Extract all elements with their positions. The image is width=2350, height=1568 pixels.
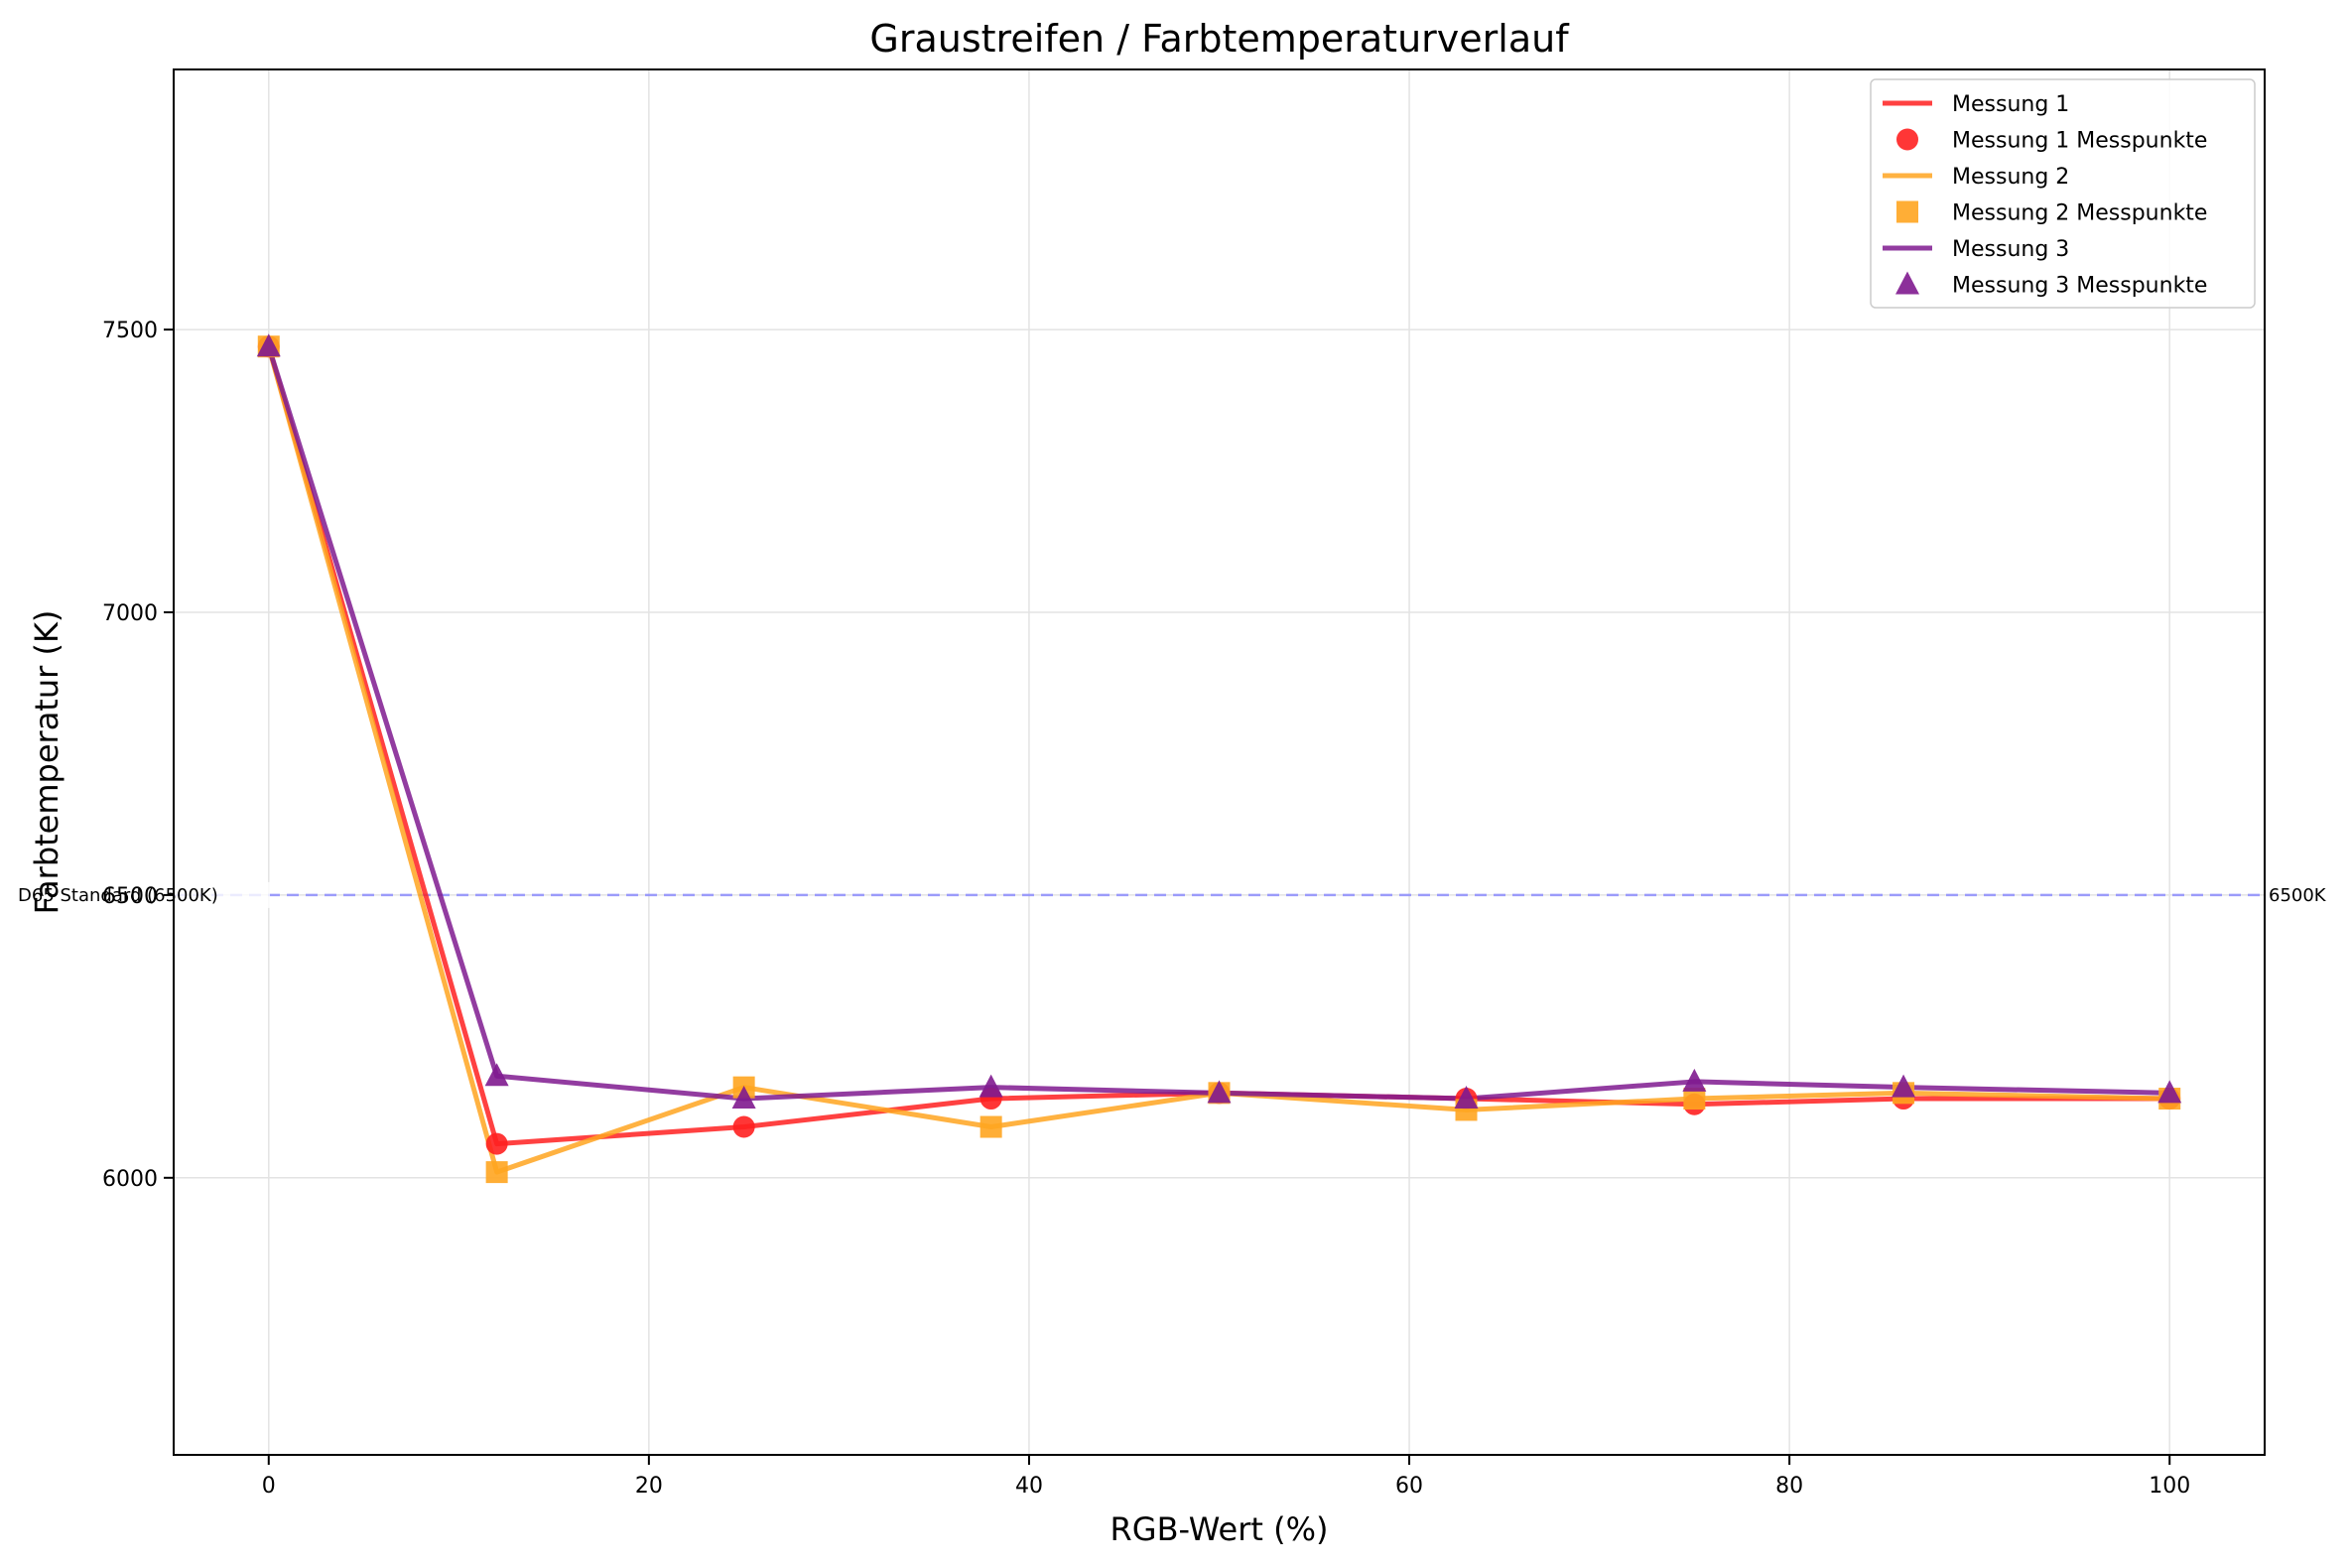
data-point-series-3 <box>2157 1080 2182 1104</box>
data-point-series-3 <box>731 1086 756 1110</box>
series-markers <box>256 333 2182 1184</box>
legend-label-series-3: Messung 3 <box>1952 237 2069 262</box>
y-axis-label: Farbtemperatur (K) <box>28 610 65 915</box>
legend-label-markers-2: Messung 2 Messpunkte <box>1952 201 2207 226</box>
data-point-series-1 <box>485 1132 508 1155</box>
data-point-series-3 <box>1892 1074 1916 1098</box>
x-axis-label: RGB-Wert (%) <box>1110 1510 1329 1548</box>
reference-label-left-background <box>14 881 270 908</box>
legend-label-markers-3: Messung 3 Messpunkte <box>1952 274 2207 299</box>
reference-label-right: 6500K <box>2269 885 2327 906</box>
data-point-series-2 <box>1683 1088 1706 1111</box>
x-tick-label: 60 <box>1395 1474 1423 1499</box>
legend-frame <box>1870 78 2256 309</box>
x-tick-label: 40 <box>1015 1474 1043 1499</box>
legend: Messung 1 Messung 1 Messpunkte Messung 2 Me… <box>1870 78 2256 309</box>
x-tick-label: 0 <box>262 1474 276 1499</box>
data-point-series-3 <box>1454 1086 1479 1110</box>
y-tick-label: 6000 <box>102 1167 158 1192</box>
data-point-series-3 <box>1682 1068 1707 1092</box>
data-point-series-2 <box>979 1115 1002 1138</box>
reference-label-right-background <box>2267 881 2348 908</box>
x-tick-label: 20 <box>635 1474 663 1499</box>
reference-line-group: D65 Standard (6500K) 6500K <box>14 881 2348 908</box>
y-tick-label: 7500 <box>102 319 158 343</box>
x-tick-label: 100 <box>2149 1474 2190 1499</box>
data-point-series-3 <box>484 1063 509 1087</box>
reference-label-left: D65 Standard (6500K) <box>18 885 218 906</box>
data-point-series-2 <box>485 1161 508 1184</box>
plot-frame <box>173 68 2266 1456</box>
legend-marker-swatch-3 <box>1895 271 1919 295</box>
legend-label-series-2: Messung 2 <box>1952 165 2069 190</box>
data-point-series-1 <box>732 1115 755 1138</box>
y-tick-label: 6500 <box>102 884 158 909</box>
y-tick-label: 7000 <box>102 601 158 626</box>
legend-marker-swatch-1 <box>1896 128 1918 151</box>
chart-title: Graustreifen / Farbtemperaturverlauf <box>869 17 1570 61</box>
x-tick-label: 80 <box>1775 1474 1803 1499</box>
data-point-series-3 <box>979 1074 1003 1098</box>
data-point-series-3 <box>1207 1080 1232 1104</box>
data-point-series-3 <box>256 333 281 357</box>
x-axis-ticks: 0 20 40 60 80 100 <box>262 1455 2190 1499</box>
legend-marker-swatch-2 <box>1896 200 1918 223</box>
legend-label-markers-1: Messung 1 Messpunkte <box>1952 129 2207 154</box>
legend-label-series-1: Messung 1 <box>1952 92 2069 117</box>
y-axis-ticks: 6000 6500 7000 7500 <box>102 319 174 1192</box>
